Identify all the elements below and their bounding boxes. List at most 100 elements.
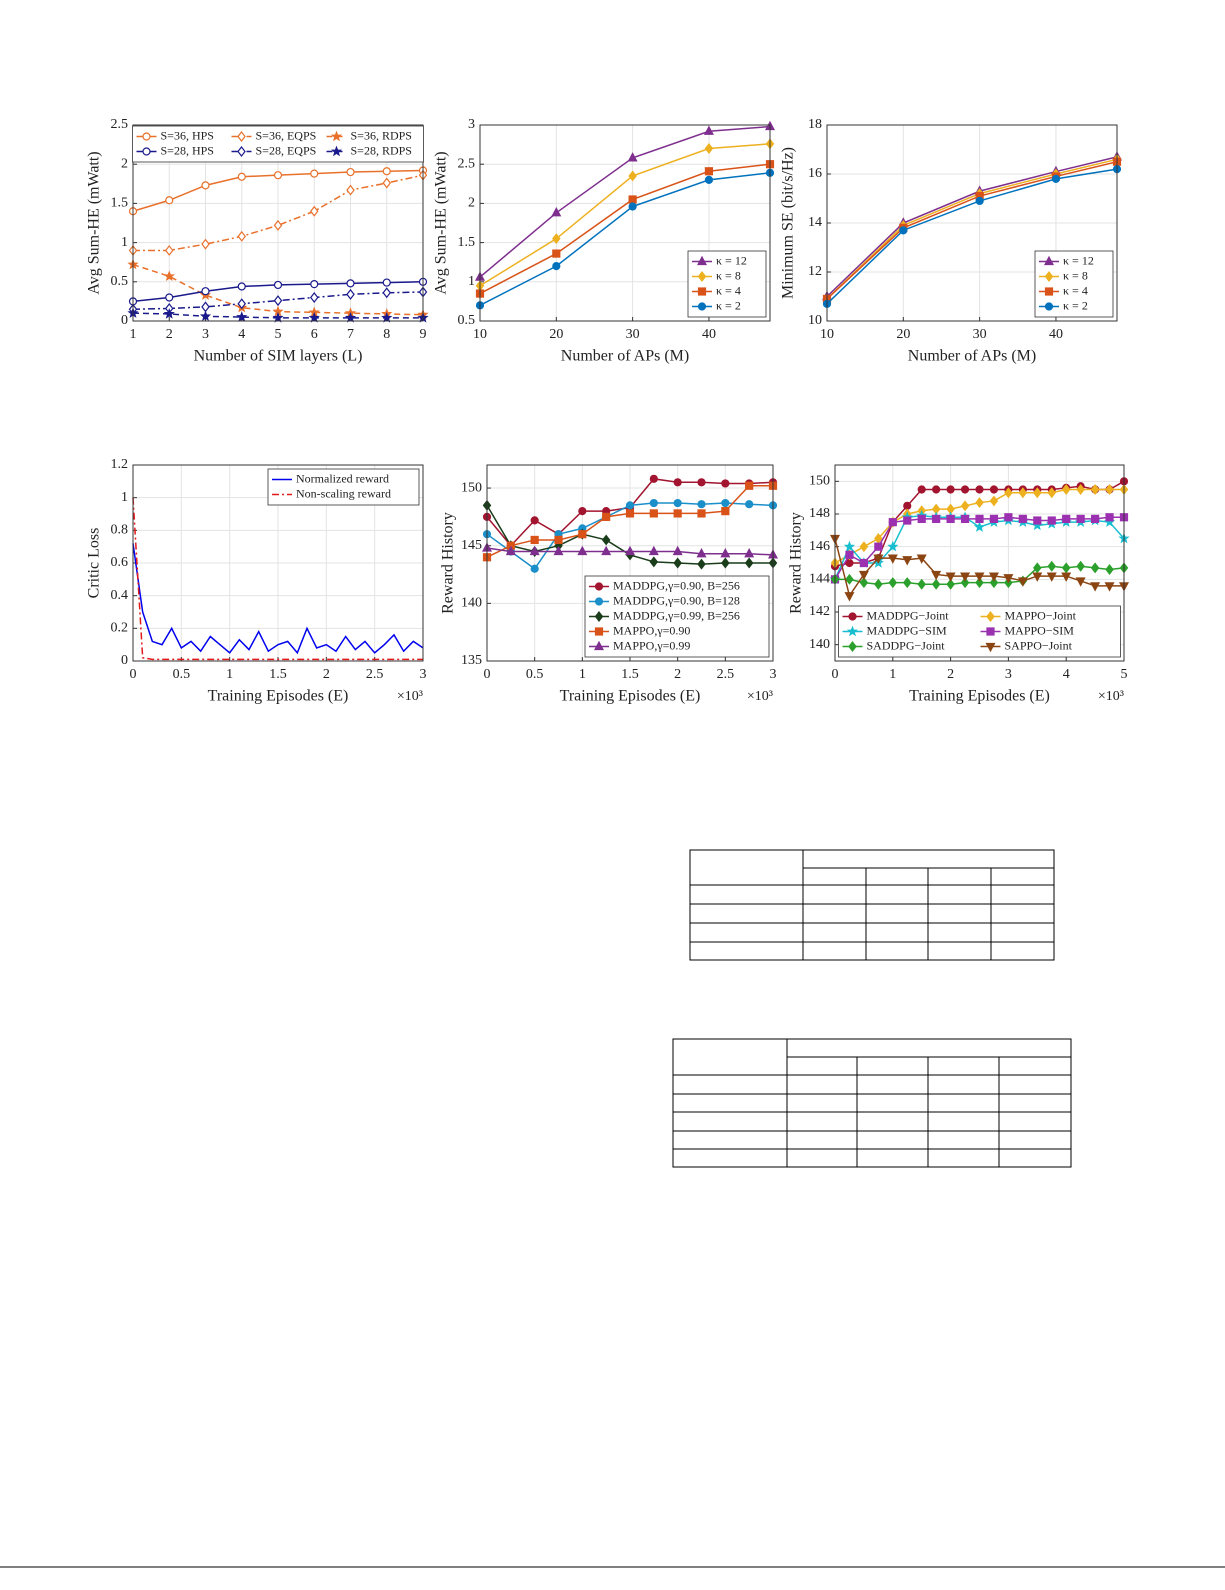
marker (594, 597, 604, 606)
marker (888, 518, 897, 527)
marker (1033, 562, 1042, 574)
marker (745, 500, 754, 509)
x-tick-label: 7 (347, 327, 354, 342)
marker (1004, 487, 1013, 499)
marker (237, 146, 246, 157)
marker (1018, 514, 1027, 524)
x-tick-label: 2 (674, 667, 681, 682)
legend-label: S=28, HPS (161, 143, 214, 157)
marker (649, 498, 658, 508)
marker (1044, 255, 1054, 266)
y-tick-label: 18 (808, 117, 822, 132)
y-tick-label: 0.6 (111, 555, 129, 570)
marker (601, 545, 612, 556)
marker (164, 244, 174, 256)
marker (310, 280, 319, 289)
marker (989, 577, 999, 589)
plot-frame (132, 464, 424, 662)
marker (697, 271, 707, 282)
legend-label: MADDPG,γ=0.99, B=256 (613, 608, 740, 622)
marker (1105, 564, 1114, 576)
marker (744, 548, 755, 558)
marker (745, 481, 754, 490)
marker (1062, 514, 1071, 524)
marker (1018, 487, 1028, 499)
marker (142, 132, 151, 141)
series-line (132, 497, 423, 661)
marker (577, 545, 588, 556)
x-axis-label: Number of APs (M) (561, 348, 689, 365)
marker (696, 548, 707, 558)
marker (649, 474, 658, 483)
marker (974, 572, 985, 582)
marker (859, 558, 869, 568)
marker (1003, 574, 1014, 584)
x-tick-label: 1 (130, 327, 137, 342)
x-tick-label: 20 (896, 327, 910, 342)
marker (858, 570, 869, 581)
legend-label: MADDPG−Joint (867, 608, 950, 622)
marker (721, 479, 730, 488)
y-tick-label: 1 (121, 490, 128, 505)
x-tick-label: 4 (238, 327, 245, 342)
marker (985, 642, 996, 653)
marker (552, 249, 561, 258)
marker (309, 292, 319, 303)
marker (986, 611, 995, 622)
marker (344, 311, 357, 323)
x-tick-label: 1 (226, 667, 233, 682)
x-tick-label: 1 (889, 667, 896, 682)
table-border (689, 849, 1055, 961)
marker (1061, 484, 1071, 495)
marker (199, 310, 212, 322)
marker (859, 541, 869, 553)
x-tick-label: 20 (549, 327, 563, 342)
x-tick-label: 30 (973, 327, 987, 342)
legend-label: κ = 12 (716, 253, 747, 267)
legend-label: S=28, RDPS (351, 143, 412, 157)
x-tick-label: 10 (820, 327, 834, 342)
x-tick-label: 10 (473, 327, 487, 342)
marker (697, 509, 706, 518)
legend-label: MADDPG−SIM (867, 623, 947, 637)
x-multiplier: ×10³ (397, 689, 423, 704)
marker (382, 278, 391, 287)
marker (887, 554, 898, 564)
marker (859, 577, 869, 589)
legend-label: S=36, EQPS (256, 128, 317, 142)
marker (721, 507, 730, 516)
marker (704, 167, 714, 176)
y-tick-label: 0 (121, 653, 128, 668)
marker (1047, 560, 1057, 572)
marker (237, 172, 246, 181)
marker (165, 196, 174, 205)
marker (721, 557, 730, 569)
x-tick-label: 40 (702, 327, 716, 342)
legend-label: MAPPO,γ=0.99 (613, 638, 690, 652)
marker (237, 131, 246, 142)
y-axis-label: Reward History (440, 512, 457, 614)
marker (1044, 302, 1054, 311)
x-tick-label: 2.5 (717, 667, 735, 682)
marker (1061, 572, 1072, 582)
marker (201, 287, 210, 296)
marker (975, 514, 984, 524)
marker (237, 282, 246, 291)
marker (1004, 513, 1013, 522)
marker (237, 298, 247, 310)
y-tick-label: 12 (808, 264, 822, 279)
y-axis-label: Minimum SE (bit/s/Hz) (780, 147, 797, 299)
y-tick-label: 16 (808, 166, 822, 181)
marker (946, 514, 955, 524)
marker (931, 570, 942, 581)
y-tick-label: 0 (121, 313, 128, 328)
legend-box (584, 575, 770, 658)
marker (902, 577, 912, 589)
marker (330, 130, 343, 142)
legend-box (132, 125, 424, 163)
y-tick-label: 1 (468, 274, 475, 289)
marker (697, 478, 706, 487)
x-multiplier: ×10³ (747, 689, 773, 704)
marker (873, 554, 884, 564)
marker (594, 640, 604, 651)
